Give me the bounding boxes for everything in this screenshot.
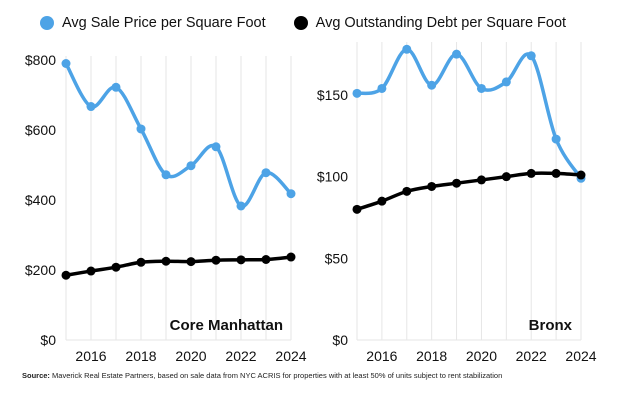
bronx-sale-price-point-2022 xyxy=(526,51,536,61)
core-manhattan-debt-point-2021 xyxy=(211,255,221,265)
bronx-sale-price-point-2023 xyxy=(551,134,561,144)
bronx-sale-price-point-2015 xyxy=(352,88,362,98)
bronx-debt-point-2023 xyxy=(551,168,561,178)
bronx-sale-price-point-2020 xyxy=(476,83,486,93)
bronx-debt-point-2018 xyxy=(427,181,437,191)
core-manhattan-sale-price-point-2017 xyxy=(111,82,121,92)
bronx-x-tick-label: 2016 xyxy=(366,348,397,364)
legend-swatch-sale-price xyxy=(40,16,54,30)
core-manhattan-sale-price-line xyxy=(64,61,293,208)
core-manhattan-sale-price-point-2023 xyxy=(261,168,271,178)
bronx-x-tick-label: 2024 xyxy=(565,348,596,364)
bronx-debt-point-2021 xyxy=(501,172,511,182)
bronx-debt-point-2019 xyxy=(452,178,462,188)
bronx-sale-price-line xyxy=(355,47,583,181)
bronx-debt-point-2022 xyxy=(526,168,536,178)
core-manhattan-debt-point-2022 xyxy=(236,255,246,265)
bronx-debt-point-2016 xyxy=(377,196,387,206)
core-manhattan-y-tick-label: $800 xyxy=(25,52,56,68)
core-manhattan-x-tick-label: 2022 xyxy=(225,348,256,364)
bronx-sale-price-point-2017 xyxy=(402,44,412,54)
bronx-debt-point-2020 xyxy=(476,175,486,185)
core-manhattan-debt-point-2017 xyxy=(111,262,121,272)
bronx-chart-title: Bronx xyxy=(529,317,573,334)
bronx-y-tick-label: $50 xyxy=(325,250,349,266)
core-manhattan-sale-price-point-2019 xyxy=(161,170,171,180)
core-manhattan-x-tick-label: 2018 xyxy=(125,348,156,364)
bronx-debt-point-2017 xyxy=(402,186,412,196)
bronx-sale-price-point-2019 xyxy=(452,49,462,59)
bronx-y-tick-label: $0 xyxy=(332,332,348,348)
bronx-sale-price-point-2016 xyxy=(377,83,387,93)
bronx-sale-price-point-2021 xyxy=(501,77,511,87)
core-manhattan-sale-price-point-2021 xyxy=(211,142,221,152)
core-manhattan-sale-price-point-2020 xyxy=(186,161,196,171)
core-manhattan-y-tick-label: $600 xyxy=(25,122,56,138)
bronx-x-tick-label: 2018 xyxy=(416,348,447,364)
core-manhattan-y-tick-label: $0 xyxy=(40,332,56,348)
core-manhattan-x-tick-label: 2024 xyxy=(275,348,306,364)
core-manhattan-sale-price-point-2024 xyxy=(286,189,296,199)
bronx-sale-price-point-2018 xyxy=(427,80,437,90)
bronx-x-tick-label: 2020 xyxy=(466,348,497,364)
bronx-x-tick-label: 2022 xyxy=(516,348,547,364)
core-manhattan-x-tick-label: 2020 xyxy=(175,348,206,364)
legend-item-debt: Avg Outstanding Debt per Square Foot xyxy=(293,15,567,31)
core-manhattan-sale-price-point-2016 xyxy=(86,102,96,112)
core-manhattan-y-tick-label: $400 xyxy=(25,192,56,208)
bronx-debt-point-2024 xyxy=(576,170,586,180)
source-text: Maverick Real Estate Partners, based on … xyxy=(52,371,503,380)
core-manhattan-x-tick-label: 2016 xyxy=(75,348,106,364)
core-manhattan-debt-point-2019 xyxy=(161,256,171,266)
core-manhattan-debt-point-2016 xyxy=(86,266,96,276)
legend-swatch-debt xyxy=(293,16,308,30)
core-manhattan-debt-line xyxy=(64,255,293,277)
core-manhattan-debt-point-2020 xyxy=(186,257,196,267)
core-manhattan-y-tick-label: $200 xyxy=(25,262,56,278)
core-manhattan-chart-title: Core Manhattan xyxy=(170,317,283,334)
legend: Avg Sale Price per Square Foot Avg Outst… xyxy=(40,10,566,36)
legend-item-sale-price: Avg Sale Price per Square Foot xyxy=(40,15,266,31)
bronx-y-tick-label: $100 xyxy=(317,169,348,185)
source-note: Source: Maverick Real Estate Partners, b… xyxy=(22,371,502,380)
legend-label-debt: Avg Outstanding Debt per Square Foot xyxy=(315,15,567,31)
core-manhattan-sale-price-point-2022 xyxy=(236,201,246,211)
core-manhattan-debt-point-2023 xyxy=(261,255,271,264)
bronx-debt-point-2015 xyxy=(352,204,362,214)
bronx-y-tick-label: $150 xyxy=(317,87,348,103)
core-manhattan-debt-point-2015 xyxy=(61,270,71,280)
legend-label-sale-price: Avg Sale Price per Square Foot xyxy=(62,15,266,31)
source-label: Source: xyxy=(22,371,50,380)
core-manhattan-sale-price-point-2015 xyxy=(61,59,71,68)
bronx-debt-line xyxy=(355,171,583,212)
core-manhattan-debt-point-2024 xyxy=(286,252,296,262)
core-manhattan-sale-price-point-2018 xyxy=(136,124,146,134)
core-manhattan-debt-point-2018 xyxy=(136,257,146,267)
